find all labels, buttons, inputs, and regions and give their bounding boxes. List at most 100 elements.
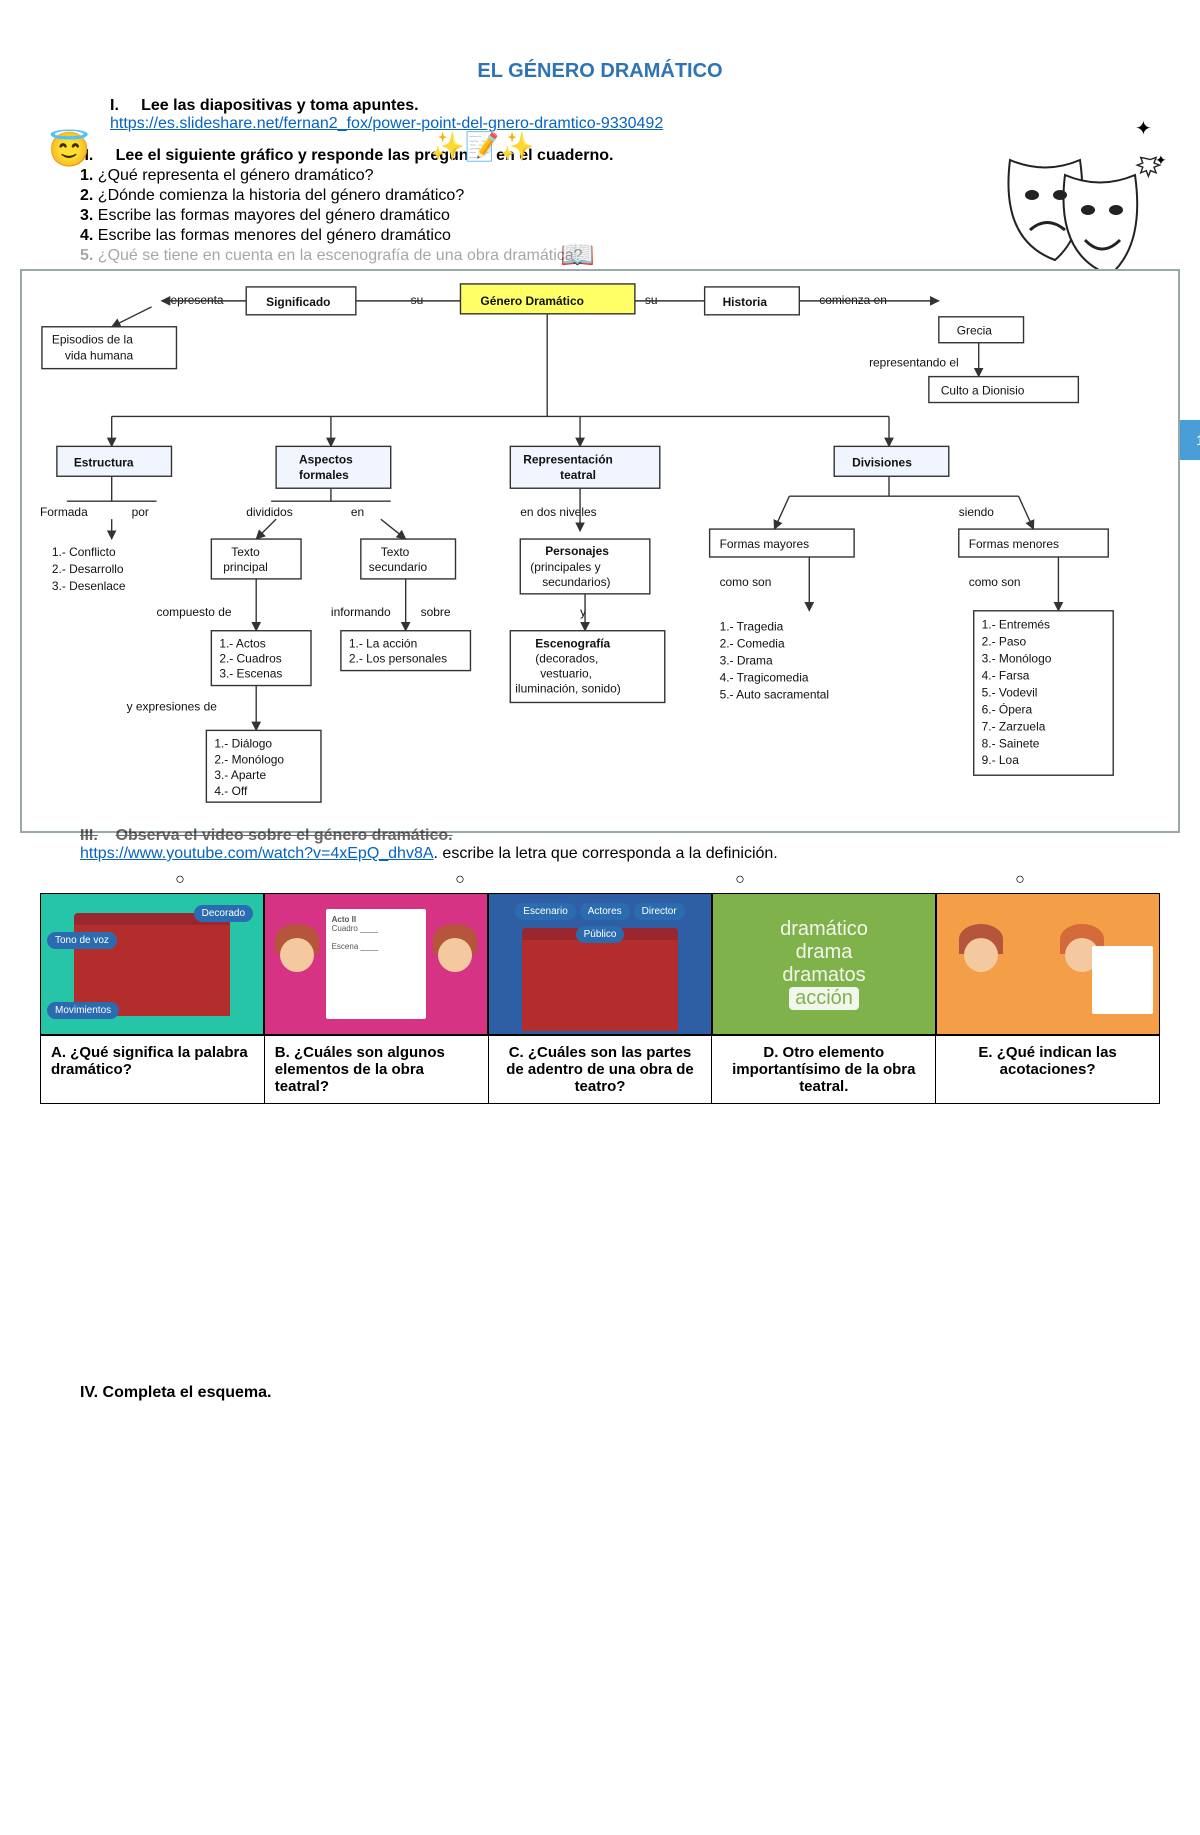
svg-text:2.- Los personales: 2.- Los personales: [349, 652, 447, 666]
q4: Escribe las formas menores del género dr…: [98, 227, 451, 244]
svg-text:2.- Cuadros: 2.- Cuadros: [219, 652, 281, 666]
pill: Actores: [580, 903, 630, 920]
question-table: A. ¿Qué significa la palabra dramático? …: [40, 1035, 1160, 1104]
svg-text:informando: informando: [331, 605, 391, 619]
svg-text:secundario: secundario: [369, 560, 428, 574]
page-number-badge: 1: [1180, 420, 1200, 460]
svg-text:vida humana: vida humana: [65, 349, 134, 363]
word: dramatos: [780, 964, 868, 987]
svg-text:4.- Farsa: 4.- Farsa: [982, 669, 1030, 683]
q5: ¿Qué se tiene en cuenta en la escenograf…: [98, 247, 583, 264]
svg-text:(principales y: (principales y: [530, 560, 600, 574]
pill: Escenario: [515, 903, 575, 920]
roman-4: IV.: [80, 1384, 98, 1401]
svg-text:1.- Actos: 1.- Actos: [219, 637, 265, 651]
circle-icon: ○: [1015, 871, 1025, 889]
slideshare-link[interactable]: https://es.slideshare.net/fernan2_fox/po…: [110, 115, 663, 132]
svg-text:8.- Sainete: 8.- Sainete: [982, 736, 1040, 750]
svg-text:1.- Diálogo: 1.- Diálogo: [214, 736, 272, 750]
svg-text:Género Dramático: Género Dramático: [480, 294, 584, 308]
svg-text:su: su: [411, 293, 424, 307]
svg-text:2.- Paso: 2.- Paso: [982, 635, 1027, 649]
svg-text:6.- Ópera: 6.- Ópera: [982, 701, 1033, 716]
svg-text:Aspectos: Aspectos: [299, 452, 353, 466]
svg-text:Divisiones: Divisiones: [852, 455, 912, 469]
svg-text:1.- Entremés: 1.- Entremés: [982, 618, 1050, 632]
pill-tono: Tono de voz: [47, 932, 117, 949]
cell-a: A. ¿Qué significa la palabra dramático?: [41, 1036, 265, 1104]
svg-text:y expresiones de: y expresiones de: [127, 699, 218, 713]
svg-text:en: en: [351, 505, 364, 519]
roman-3: III.: [80, 827, 98, 844]
pill: Público: [576, 926, 625, 943]
svg-text:Formas mayores: Formas mayores: [720, 537, 810, 551]
svg-text:1.- La acción: 1.- La acción: [349, 637, 417, 651]
sec2-text: Lee el siguiente gráfico y responde las …: [116, 147, 614, 164]
sec1-text: Lee las diapositivas y toma apuntes.: [141, 97, 418, 114]
svg-text:representa: representa: [167, 293, 224, 307]
svg-text:Episodios de la: Episodios de la: [52, 333, 133, 347]
svg-text:divididos: divididos: [246, 505, 292, 519]
pill-decorado: Decorado: [194, 905, 253, 922]
cell-e: E. ¿Qué indican las acotaciones?: [936, 1036, 1160, 1104]
svg-text:Estructura: Estructura: [74, 455, 134, 469]
svg-text:secundarios): secundarios): [542, 575, 610, 589]
thumb-5: [936, 893, 1160, 1035]
roman-1: I.: [110, 97, 119, 114]
thumb-4: dramático drama dramatos acción: [712, 893, 936, 1035]
svg-text:en dos niveles: en dos niveles: [520, 505, 596, 519]
svg-text:Personajes: Personajes: [545, 544, 609, 558]
svg-text:4.- Off: 4.- Off: [214, 784, 248, 798]
svg-text:siendo: siendo: [959, 505, 995, 519]
youtube-link[interactable]: https://www.youtube.com/watch?v=4xEpQ_dh…: [80, 845, 434, 862]
pill: Director: [634, 903, 685, 920]
svg-text:2.- Monólogo: 2.- Monólogo: [214, 752, 284, 766]
svg-text:Grecia: Grecia: [957, 324, 993, 338]
svg-text:Texto: Texto: [231, 545, 260, 559]
svg-text:como son: como son: [720, 575, 772, 589]
concept-map-diagram: representa Significado su Género Dramáti…: [20, 269, 1180, 833]
section-4: IV. Completa el esquema.: [80, 1384, 1160, 1402]
svg-text:teatral: teatral: [560, 468, 596, 482]
svg-text:Historia: Historia: [723, 295, 768, 309]
svg-text:7.- Zarzuela: 7.- Zarzuela: [982, 719, 1046, 733]
svg-text:formales: formales: [299, 468, 349, 482]
svg-text:Formada: Formada: [40, 505, 88, 519]
svg-text:1.- Conflicto: 1.- Conflicto: [52, 545, 116, 559]
q2: ¿Dónde comienza la historia del género d…: [98, 187, 464, 204]
svg-text:representando el: representando el: [869, 356, 959, 370]
svg-text:3.- Monólogo: 3.- Monólogo: [982, 652, 1052, 666]
circle-icon: ○: [175, 871, 185, 889]
circle-icon: ○: [735, 871, 745, 889]
section-1: I. Lee las diapositivas y toma apuntes.: [110, 97, 1160, 115]
svg-text:✦: ✦: [1135, 120, 1152, 140]
svg-text:Representación: Representación: [523, 452, 613, 466]
thumb-1: Tono de voz Decorado Movimientos: [40, 893, 264, 1035]
svg-text:Significado: Significado: [266, 295, 330, 309]
circle-icon: ○: [455, 871, 465, 889]
pill-mov: Movimientos: [47, 1002, 119, 1019]
svg-text:sobre: sobre: [421, 605, 451, 619]
q3: Escribe las formas mayores del género dr…: [98, 207, 450, 224]
svg-text:3.- Aparte: 3.- Aparte: [214, 768, 266, 782]
sec3-after: . escribe la letra que corresponda a la …: [434, 845, 778, 862]
smiley-icon: 😇: [48, 130, 90, 170]
video-thumbnails: Tono de voz Decorado Movimientos Acto II…: [40, 893, 1160, 1035]
bullet-row: ○ ○ ○ ○: [40, 871, 1160, 889]
svg-text:✦: ✦: [1155, 152, 1167, 168]
svg-text:Formas menores: Formas menores: [969, 537, 1059, 551]
svg-text:Culto a Dionisio: Culto a Dionisio: [941, 384, 1025, 398]
thumb-2: Acto II Cuadro ____ Escena ____: [264, 893, 488, 1035]
thumb-3: Escenario ActoresDirector Público: [488, 893, 712, 1035]
svg-text:9.- Loa: 9.- Loa: [982, 753, 1020, 767]
svg-text:por: por: [132, 505, 149, 519]
svg-text:(decorados,: (decorados,: [535, 652, 598, 666]
svg-text:3.- Drama: 3.- Drama: [720, 654, 773, 668]
page-title: EL GÉNERO DRAMÁTICO: [40, 60, 1160, 83]
word: dramático: [780, 918, 868, 941]
svg-text:comienza en: comienza en: [819, 293, 887, 307]
svg-text:3.- Escenas: 3.- Escenas: [219, 667, 282, 681]
svg-text:compuesto de: compuesto de: [157, 605, 232, 619]
svg-text:2.- Desarrollo: 2.- Desarrollo: [52, 562, 124, 576]
cell-b: B. ¿Cuáles son algunos elementos de la o…: [264, 1036, 488, 1104]
